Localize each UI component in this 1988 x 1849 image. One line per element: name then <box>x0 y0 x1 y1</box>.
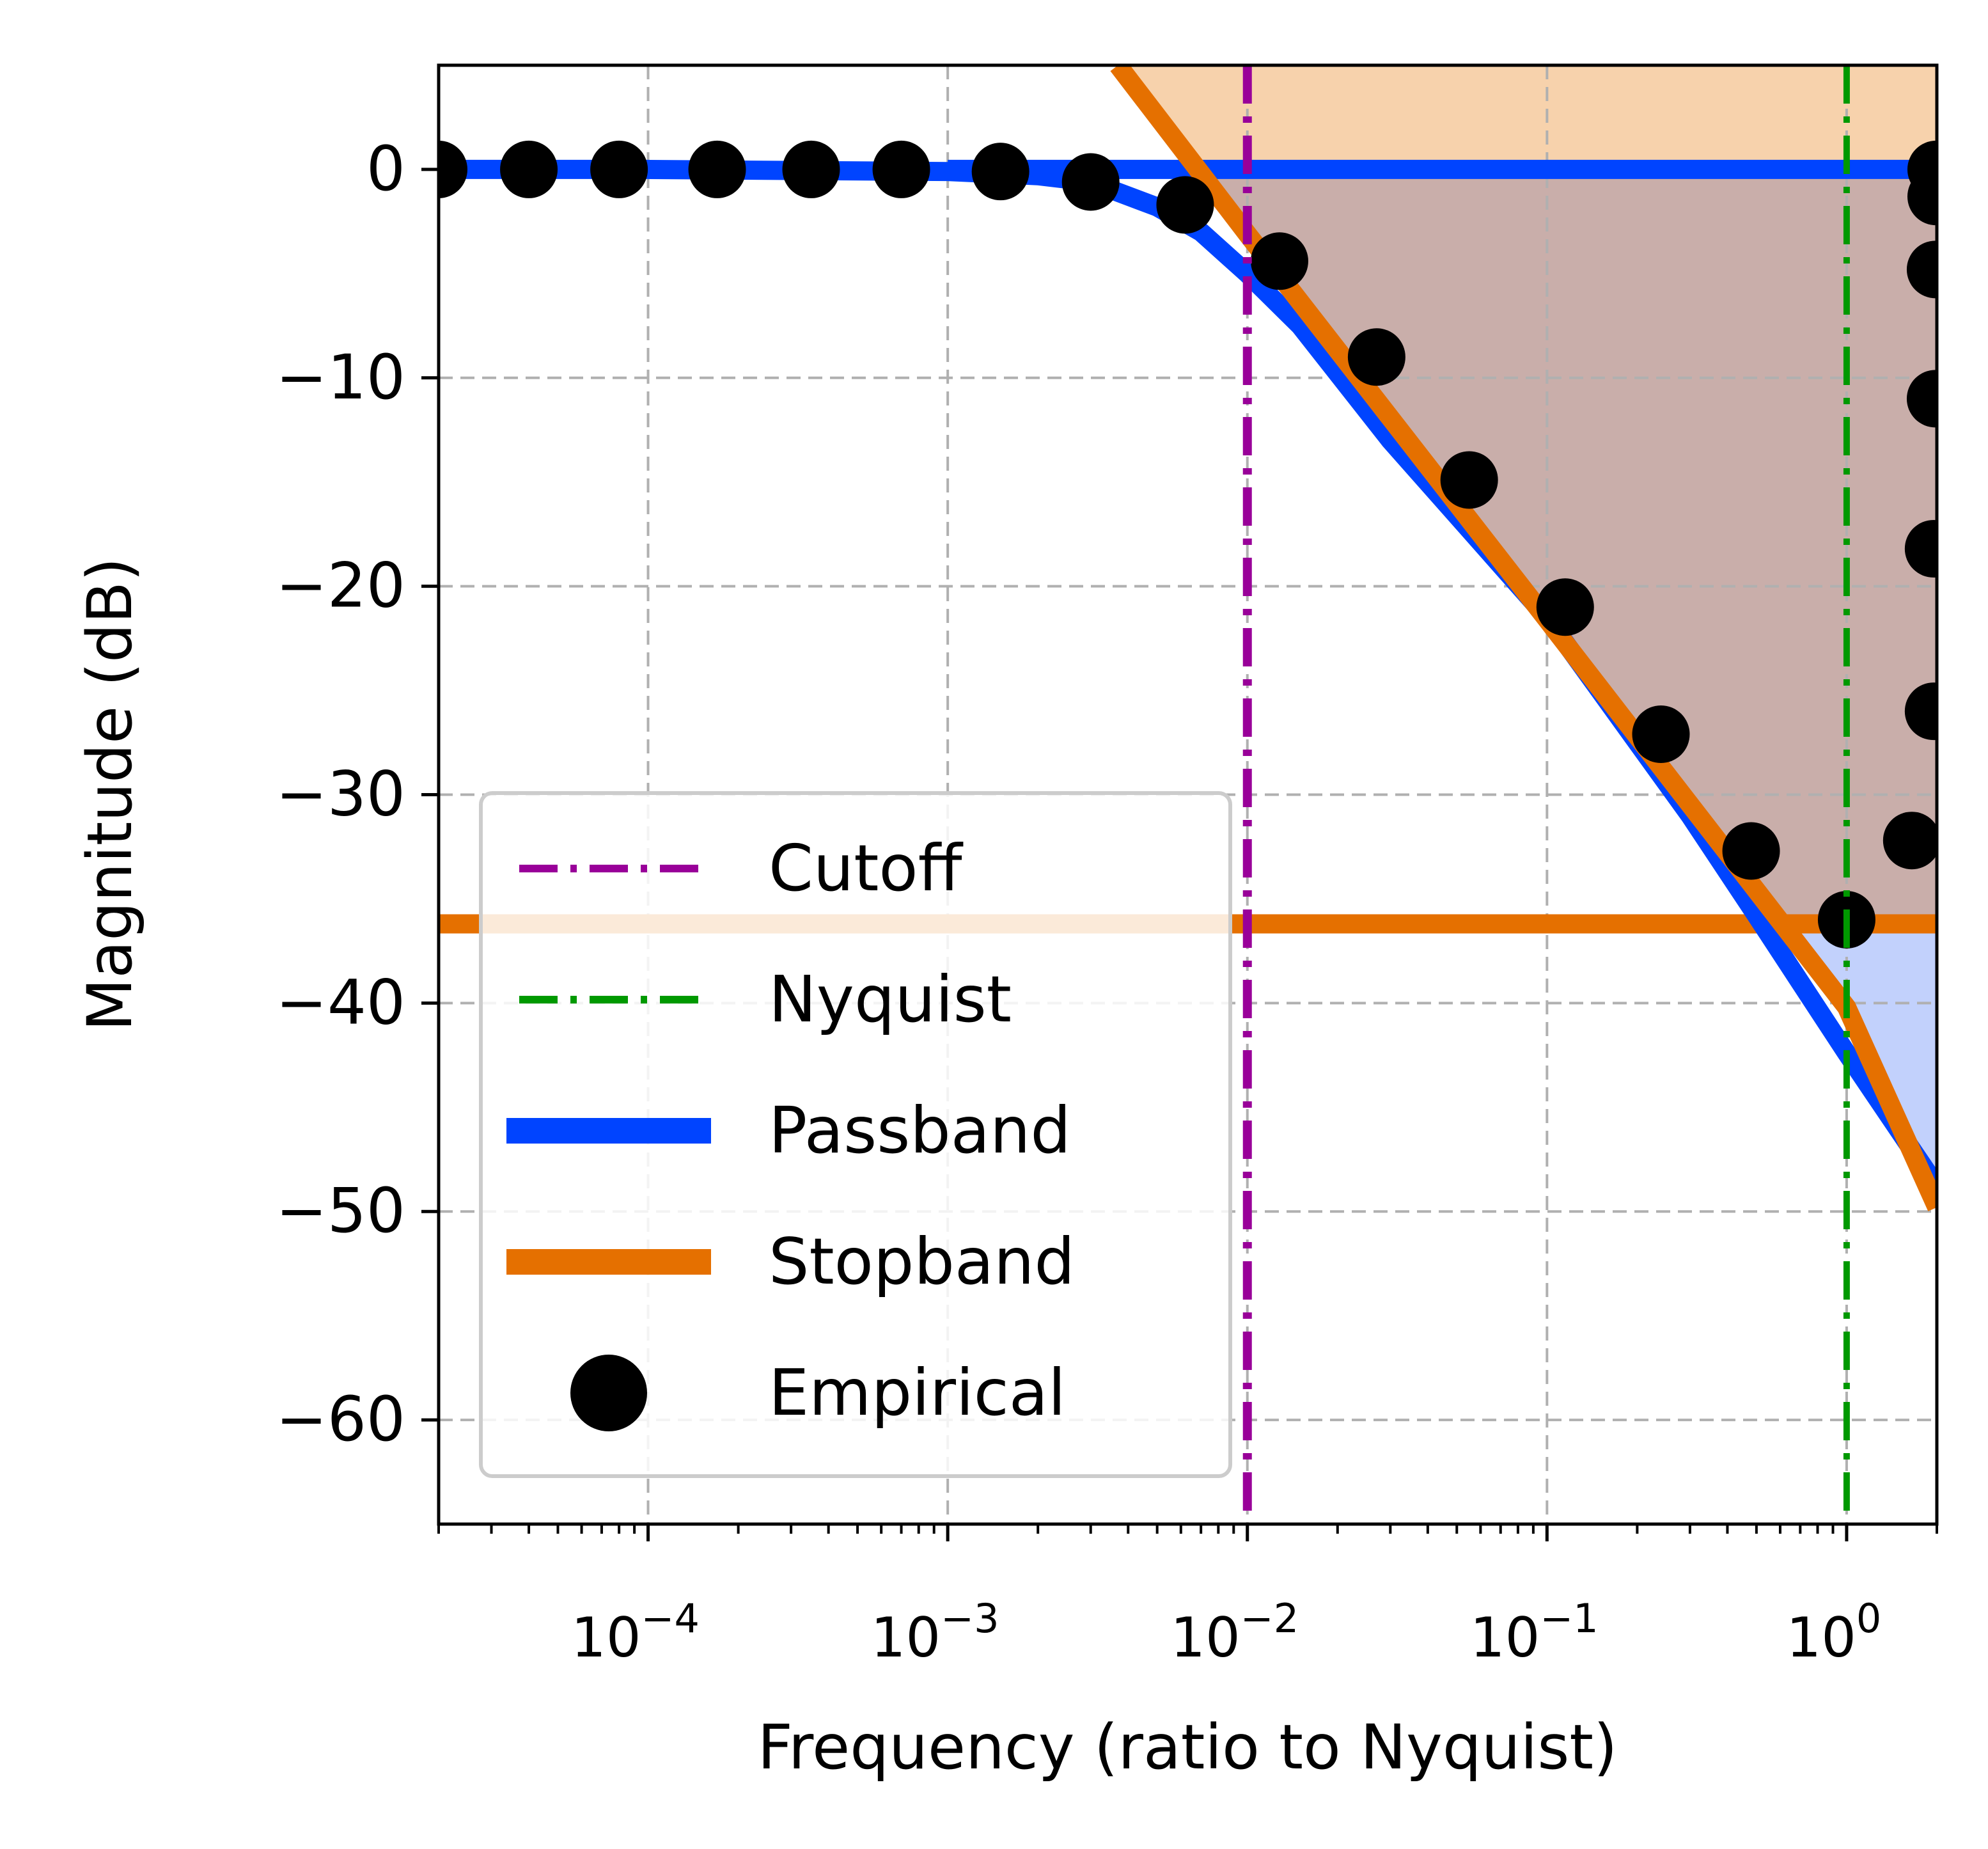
empirical-point <box>1882 812 1937 870</box>
empirical-point <box>439 140 467 198</box>
empirical-point <box>971 143 1029 201</box>
empirical-point <box>1156 176 1214 234</box>
empirical-markers <box>439 140 1937 949</box>
y-axis-ticks: 0 −10 −20 −30 −40 −50 −60 <box>276 133 439 1455</box>
shaded-regions <box>1118 65 1937 1208</box>
y-tick-label: −10 <box>276 342 405 413</box>
legend-label: Nyquist <box>769 962 1012 1037</box>
y-tick-label: −60 <box>276 1383 405 1455</box>
y-tick-label: −50 <box>276 1175 405 1247</box>
empirical-point <box>1904 682 1937 741</box>
legend-label: Empirical <box>769 1355 1066 1430</box>
y-tick-label: −20 <box>276 550 405 622</box>
x-axis-ticks: 10−4 10−3 10−2 10−1 100 <box>437 1524 1938 1670</box>
legend-label: Stopband <box>769 1224 1075 1299</box>
empirical-point <box>1440 451 1498 509</box>
empirical-point <box>1906 370 1937 428</box>
empirical-point <box>590 140 648 198</box>
empirical-point <box>1250 232 1308 290</box>
y-tick-label: −40 <box>276 966 405 1038</box>
y-axis-label: Magnitude (dB) <box>74 558 146 1032</box>
empirical-point <box>1907 140 1937 198</box>
empirical-point <box>1722 822 1780 880</box>
empirical-point <box>1536 578 1594 636</box>
empirical-point <box>1906 240 1937 299</box>
excess-attenuation-fill <box>1782 924 1937 1208</box>
legend: Cutoff Nyquist Passband Stopband Empirical <box>479 791 1232 1478</box>
empirical-point <box>688 140 746 198</box>
empirical-point <box>1632 705 1690 764</box>
x-tick-label: 10−1 <box>1470 1595 1599 1670</box>
empirical-point <box>500 140 558 198</box>
y-tick-label: 0 <box>366 133 405 205</box>
x-axis-label: Frequency (ratio to Nyquist) <box>758 1711 1618 1783</box>
transition-region-fill <box>1118 65 1937 924</box>
x-tick-label: 100 <box>1786 1595 1881 1670</box>
empirical-point <box>1061 153 1120 211</box>
legend-box <box>479 791 1232 1478</box>
y-tick-label: −30 <box>276 759 405 830</box>
x-tick-label: 10−3 <box>871 1595 999 1670</box>
empirical-point <box>1347 328 1405 386</box>
empirical-point <box>1904 520 1937 578</box>
legend-swatch <box>570 1355 647 1431</box>
legend-label: Passband <box>769 1093 1071 1168</box>
empirical-point <box>872 140 930 198</box>
legend-label: Cutoff <box>769 831 964 906</box>
empirical-point <box>782 140 840 198</box>
x-tick-label: 10−2 <box>1170 1595 1299 1670</box>
x-tick-label: 10−4 <box>571 1595 700 1670</box>
